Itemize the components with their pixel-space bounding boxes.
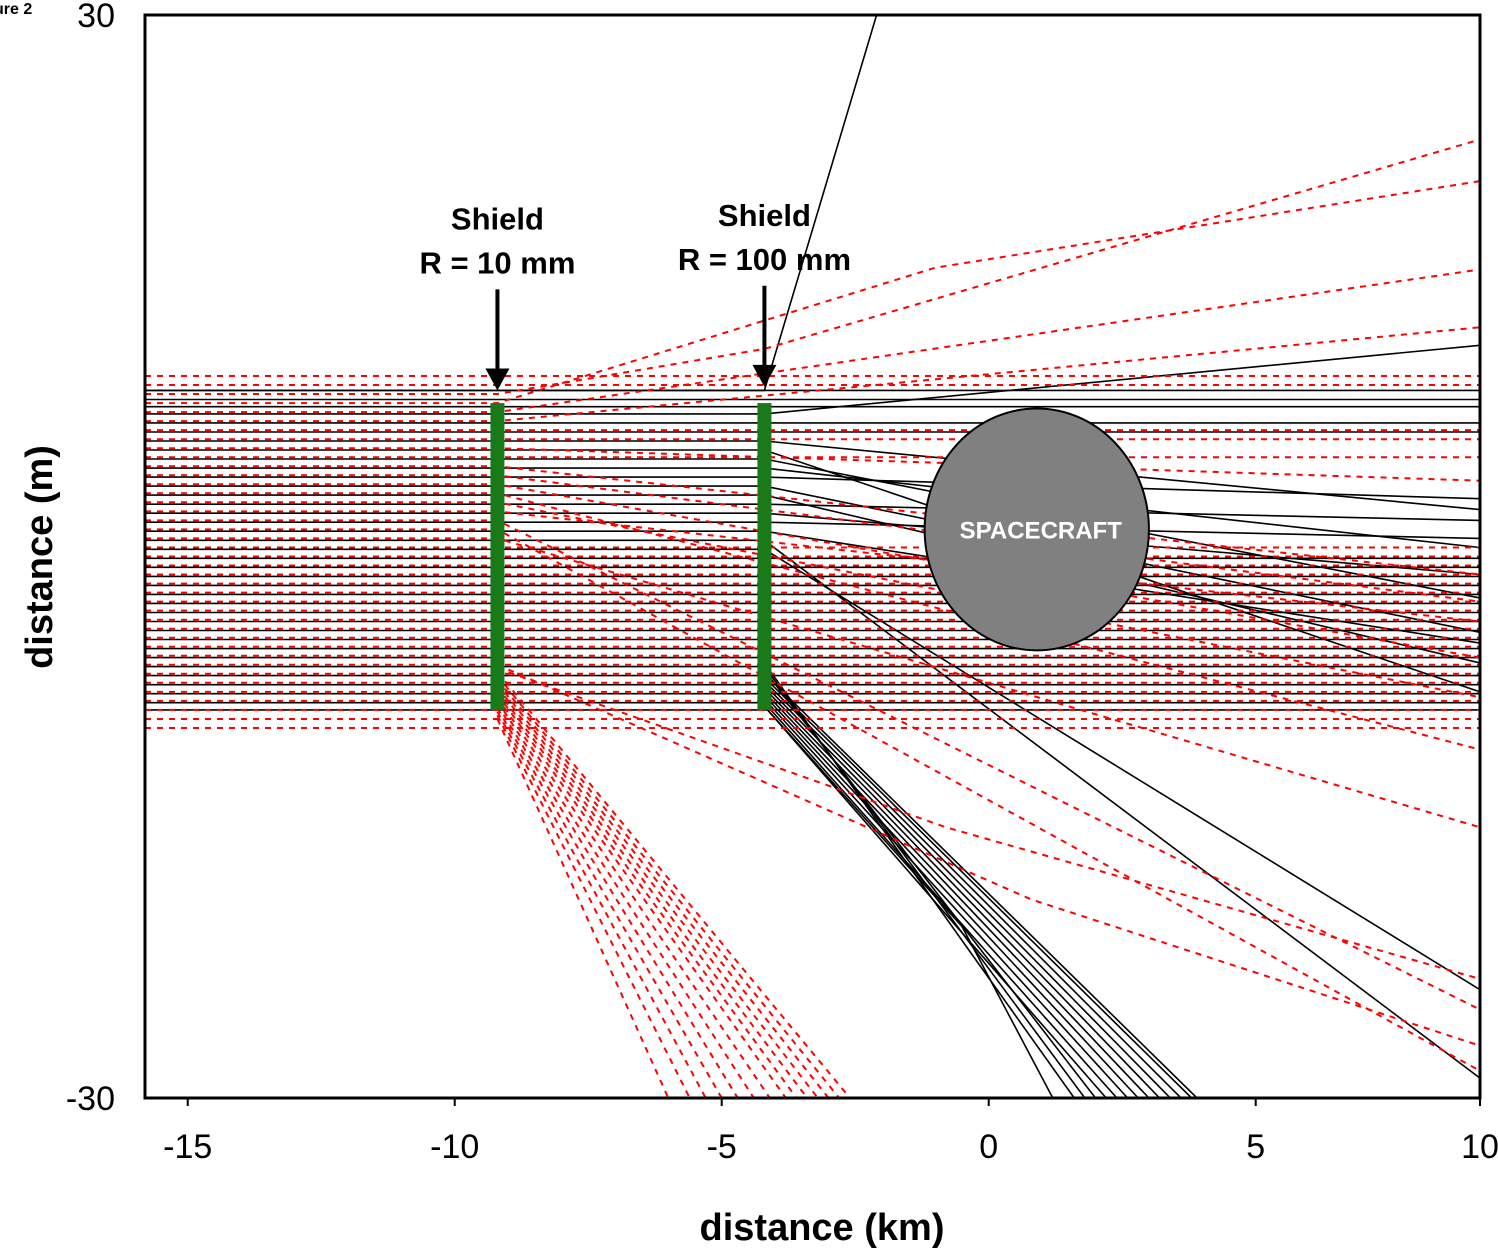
x-axis-title: distance (km) xyxy=(700,1207,945,1249)
dashed-trajectory-43 xyxy=(496,711,707,1098)
arrow-down-icon xyxy=(485,368,510,391)
annotation-1-line-1: Shield xyxy=(451,201,544,236)
solid-trajectory-8 xyxy=(145,440,1480,511)
solid-trajectory-44 xyxy=(763,691,1150,1098)
dashed-trajectory-44 xyxy=(496,707,723,1098)
dashed-trajectory-52 xyxy=(496,678,830,1098)
annotation-2-line-2: R = 100 mm xyxy=(678,242,851,277)
x-tick-label: 5 xyxy=(1246,1128,1265,1166)
dashed-trajectory-19 xyxy=(145,537,1480,829)
dashed-trajectory-55 xyxy=(497,667,1480,980)
solid-trajectory-47 xyxy=(763,680,1182,1098)
solid-trajectory-39 xyxy=(763,705,1054,1098)
dashed-trajectory-49 xyxy=(496,689,798,1098)
arrow-down-icon xyxy=(752,364,777,387)
solid-trajectory-45 xyxy=(763,687,1161,1098)
dashed-trajectory-50 xyxy=(496,685,808,1098)
x-tick-label: -10 xyxy=(430,1128,479,1166)
solid-trajectory-49 xyxy=(763,673,1198,1098)
dashed-trajectory-54 xyxy=(496,671,851,1098)
spacecraft-ellipse xyxy=(923,407,1150,652)
spacecraft-label: SPACECRAFT xyxy=(960,517,1123,544)
solid-trajectory-52 xyxy=(763,662,1075,1098)
solid-trajectory-48 xyxy=(763,676,1193,1098)
dashed-trajectory-13 xyxy=(145,483,1480,659)
dashed-trajectory-48 xyxy=(496,693,787,1098)
annotations: Shield R = 10 mm Shield R = 100 mm xyxy=(419,198,851,391)
shield-10mm xyxy=(490,403,505,710)
y-tick-label: 30 xyxy=(77,0,115,35)
solid-trajectory-41 xyxy=(763,702,1118,1098)
solid-trajectory-11 xyxy=(145,467,1480,549)
annotation-1-line-2: R = 10 mm xyxy=(419,245,575,280)
annotation-2-line-1: Shield xyxy=(718,198,811,233)
dashed-trajectory-18 xyxy=(145,528,1480,1072)
dashed-trajectory-51 xyxy=(496,682,819,1098)
dashed-trajectory-4 xyxy=(145,180,1480,405)
shield-100mm xyxy=(757,403,772,710)
solid-trajectory-43 xyxy=(763,694,1139,1098)
plot-area: SPACECRAFT xyxy=(145,15,1480,1098)
y-tick-label: -30 xyxy=(66,1080,115,1118)
x-tick-label: 10 xyxy=(1461,1128,1498,1166)
x-axis: -15 -10 -5 0 5 10 xyxy=(163,1098,1498,1166)
solid-trajectory-5 xyxy=(145,344,1480,415)
dashed-trajectory-9 xyxy=(145,447,1480,482)
plot-frame xyxy=(143,13,1482,1100)
y-axis-title: distance (m) xyxy=(19,445,61,669)
dashed-trajectory-45 xyxy=(496,703,739,1098)
dashed-trajectory-42 xyxy=(496,714,691,1098)
dashed-trajectory-41 xyxy=(496,718,670,1098)
dashed-trajectory-53 xyxy=(496,674,840,1098)
dashed-trajectory-47 xyxy=(496,696,771,1098)
series-solid xyxy=(145,15,1480,1098)
dashed-trajectory-46 xyxy=(496,700,755,1098)
series-dashed xyxy=(145,138,1480,1098)
x-tick-label: -15 xyxy=(163,1128,212,1166)
solid-trajectory-46 xyxy=(763,684,1171,1098)
solid-trajectory-42 xyxy=(763,698,1129,1098)
x-tick-label: -5 xyxy=(707,1128,737,1166)
dashed-trajectory-56 xyxy=(496,663,1480,1047)
x-tick-label: 0 xyxy=(979,1128,998,1166)
dashed-trajectory-16 xyxy=(145,510,1480,623)
corner-label: ure 2 xyxy=(0,1,32,18)
solid-trajectory-18 xyxy=(145,530,1480,644)
y-axis: 30 -30 xyxy=(66,0,115,1118)
